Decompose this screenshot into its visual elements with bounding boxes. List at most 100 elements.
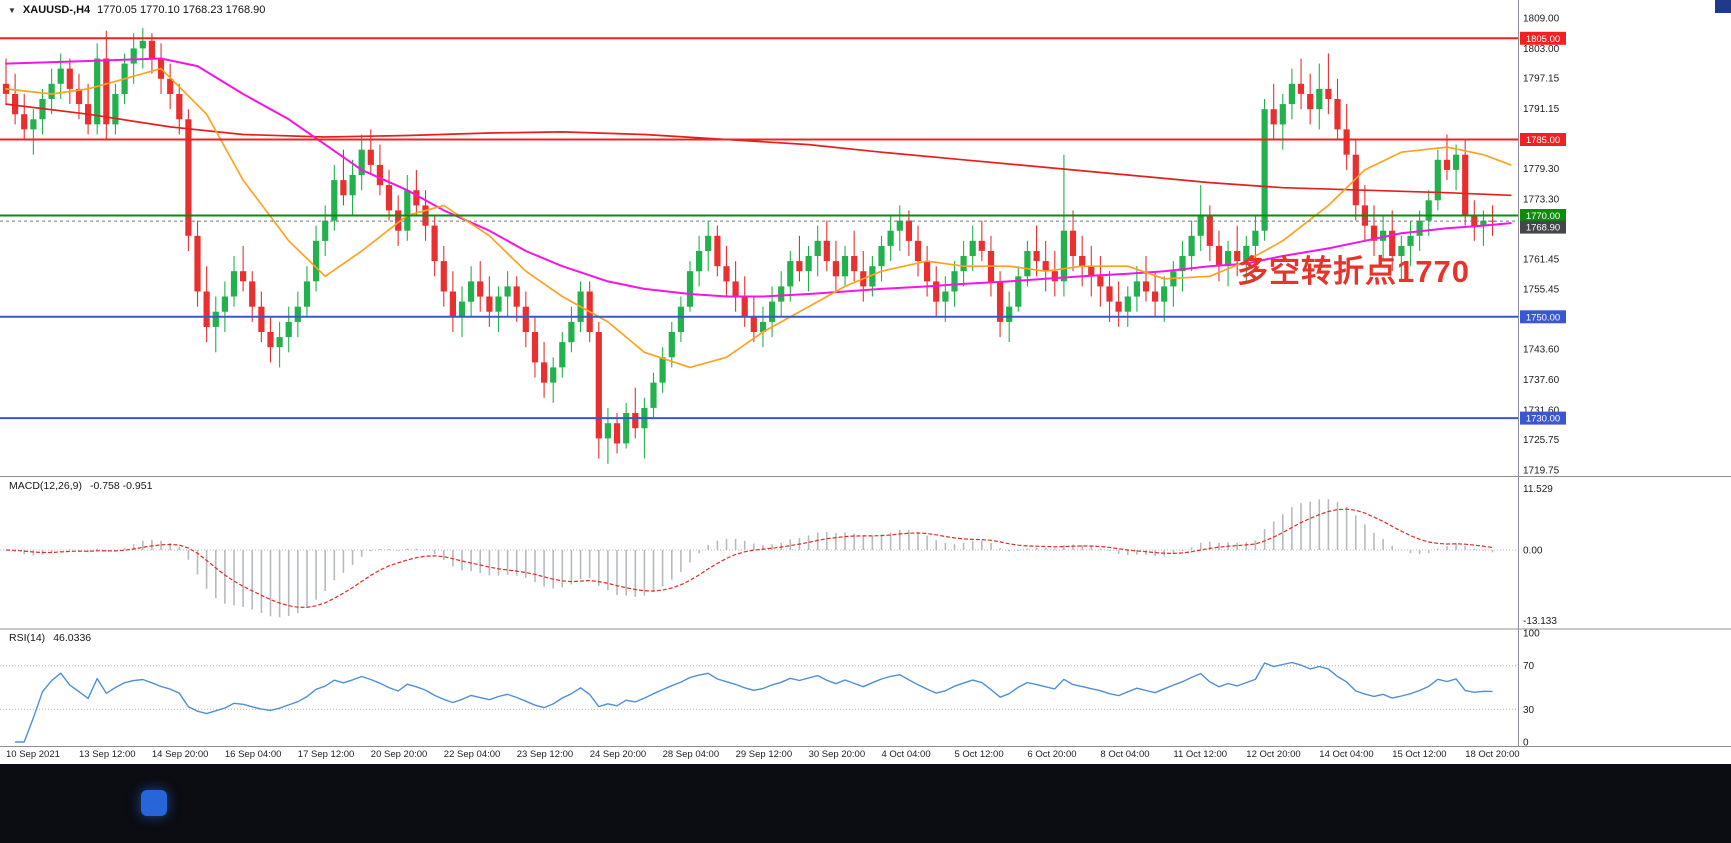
- price-axis-label: 1731.60: [1523, 406, 1560, 417]
- time-axis-label[interactable]: 23 Sep 12:00: [517, 749, 574, 760]
- time-axis-label[interactable]: 10 Sep 2021: [6, 749, 60, 760]
- candle-body: [66, 68, 73, 89]
- candle-body: [1060, 230, 1067, 282]
- candle-body: [1471, 215, 1478, 226]
- candle-body: [1042, 261, 1049, 272]
- candle-body: [48, 83, 55, 99]
- candle-body: [294, 306, 301, 322]
- candle-body: [431, 225, 438, 262]
- candle-body: [805, 256, 812, 272]
- candle-body: [714, 235, 721, 267]
- candle-body: [541, 362, 548, 383]
- candle-body: [504, 286, 511, 297]
- candle-body: [1407, 235, 1414, 246]
- time-axis-label[interactable]: 29 Sep 12:00: [736, 749, 793, 760]
- rsi-indicator-label: RSI(14) 46.0336: [9, 632, 91, 644]
- candle-body: [1343, 129, 1350, 155]
- candle-body: [139, 40, 146, 49]
- candle-body: [440, 261, 447, 292]
- candle-body: [258, 306, 265, 332]
- symbol-dropdown-icon[interactable]: ▼: [8, 5, 16, 15]
- candle-body: [276, 337, 283, 348]
- candle-body: [1443, 159, 1451, 170]
- candle-body: [1453, 154, 1460, 170]
- candle-body: [1370, 225, 1378, 241]
- candle-body: [1416, 220, 1423, 236]
- candle-body: [322, 220, 329, 241]
- time-axis-label[interactable]: 20 Sep 20:00: [371, 749, 428, 760]
- time-axis-label[interactable]: 28 Sep 04:00: [663, 749, 720, 760]
- time-axis-label[interactable]: 18 Oct 20:00: [1465, 749, 1519, 760]
- candle-body: [841, 256, 849, 277]
- time-axis-label[interactable]: 14 Oct 04:00: [1319, 749, 1373, 760]
- candle-body: [486, 296, 493, 312]
- candle-body: [1325, 88, 1332, 99]
- price-axis-label: 1737.60: [1523, 375, 1560, 386]
- candle-body: [778, 286, 785, 302]
- time-axis-label[interactable]: 13 Sep 12:00: [79, 749, 136, 760]
- candle-body: [185, 119, 192, 236]
- time-axis-label[interactable]: 6 Oct 20:00: [1027, 749, 1076, 760]
- candle-body: [550, 367, 557, 383]
- candle-body: [230, 271, 238, 297]
- candle-body: [1197, 215, 1204, 236]
- candle-body: [449, 291, 456, 317]
- candle-body: [1307, 94, 1314, 110]
- candle-body: [832, 261, 839, 277]
- time-axis-label[interactable]: 22 Sep 04:00: [444, 749, 501, 760]
- candle-body: [1106, 286, 1113, 302]
- candle-body: [1261, 109, 1268, 231]
- time-axis-label[interactable]: 14 Sep 20:00: [152, 749, 209, 760]
- candle-body: [176, 94, 183, 120]
- time-axis-label[interactable]: 16 Sep 04:00: [225, 749, 282, 760]
- candle-body: [568, 321, 575, 343]
- chart-title: ▼ XAUUSD-,H4 1770.05 1770.10 1768.23 176…: [8, 4, 265, 16]
- candle-body: [1425, 200, 1432, 221]
- time-axis-label[interactable]: 15 Oct 12:00: [1392, 749, 1446, 760]
- time-axis-label[interactable]: 4 Oct 04:00: [882, 749, 931, 760]
- candle-body: [458, 301, 466, 317]
- rsi-line: [15, 661, 1493, 743]
- candle-body: [796, 261, 803, 272]
- time-axis-label[interactable]: 17 Sep 12:00: [298, 749, 355, 760]
- candle-body: [905, 220, 912, 241]
- ma-mid-magenta: [5, 57, 1512, 298]
- price-axis-label: 1743.60: [1523, 345, 1560, 356]
- candle-body: [1234, 251, 1241, 262]
- candle-body: [924, 261, 931, 282]
- candle-body: [194, 235, 201, 292]
- time-axis-label[interactable]: 5 Oct 12:00: [955, 749, 1004, 760]
- candle-body: [1270, 109, 1277, 125]
- candle-body: [249, 281, 256, 307]
- candle-body: [1161, 286, 1168, 302]
- candle-body: [823, 240, 830, 262]
- macd-indicator-label: MACD(12,26,9) -0.758 -0.951: [9, 480, 152, 492]
- candle-body: [613, 423, 621, 444]
- candle-body: [513, 286, 520, 307]
- time-axis-label[interactable]: 8 Oct 04:00: [1100, 749, 1149, 760]
- candle-body: [1489, 220, 1496, 222]
- time-axis-label[interactable]: 30 Sep 20:00: [809, 749, 866, 760]
- taskbar-app-icon[interactable]: [141, 790, 167, 816]
- symbol-period-label: XAUUSD-,H4: [22, 4, 91, 16]
- macd-signal-line: [5, 508, 1493, 608]
- price-axis-label: 1809.00: [1523, 14, 1560, 25]
- macd-axis-label: 0.00: [1523, 546, 1543, 557]
- candle-body: [303, 281, 311, 307]
- time-axis-label[interactable]: 11 Oct 12:00: [1173, 749, 1227, 760]
- candle-body: [1097, 276, 1104, 287]
- price-badge: [1520, 209, 1566, 222]
- candle-body: [531, 332, 539, 363]
- candle-body: [1480, 220, 1487, 226]
- candle-body: [1316, 88, 1323, 110]
- ma-fast-orange: [5, 67, 1512, 369]
- candle-body: [1243, 245, 1250, 262]
- time-axis-label[interactable]: 12 Oct 20:00: [1246, 749, 1300, 760]
- candle-body: [285, 321, 292, 338]
- candle-body: [495, 296, 502, 312]
- price-badge-label: 1805.00: [1526, 34, 1560, 45]
- candle-body: [1133, 281, 1140, 297]
- time-axis-label[interactable]: 24 Sep 20:00: [590, 749, 647, 760]
- candle-body: [732, 281, 739, 297]
